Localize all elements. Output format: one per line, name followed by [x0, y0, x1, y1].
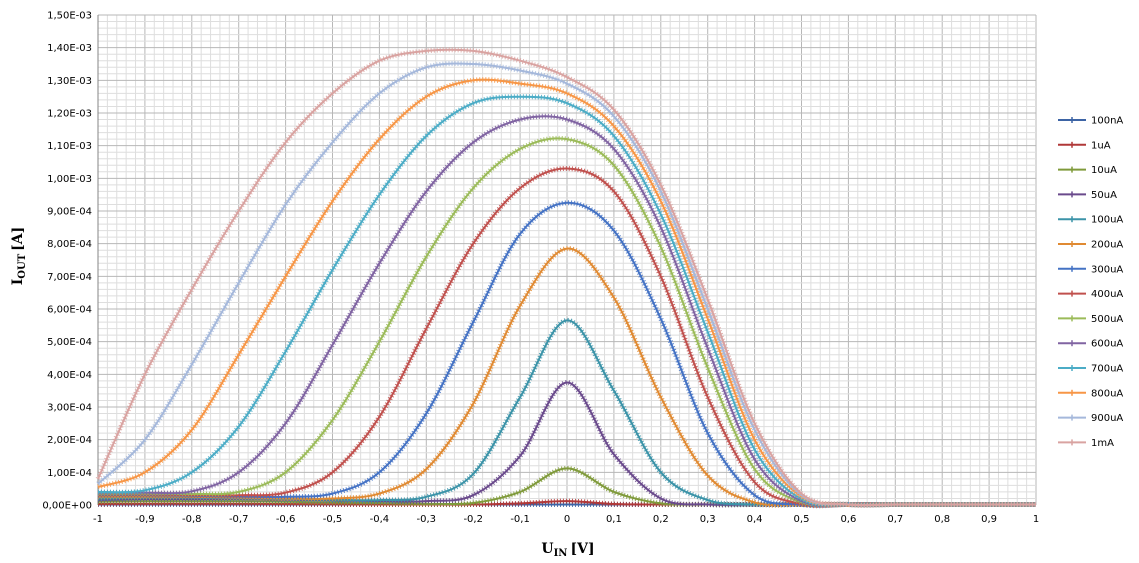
y-tick-label: 1,30E-03	[47, 76, 92, 87]
series-1mA	[95, 47, 1036, 508]
y-axis-title-unit: [A]	[10, 227, 26, 251]
legend-label: 300uA	[1091, 264, 1123, 275]
legend-label: 200uA	[1091, 240, 1123, 251]
legend-item-200uA: 200uA	[1058, 240, 1123, 251]
x-tick-label: 0,8	[934, 514, 950, 525]
legend-label: 100nA	[1091, 116, 1123, 127]
y-tick-label: 4,00E-04	[47, 370, 92, 381]
legend-label: 900uA	[1091, 413, 1123, 424]
legend-item-500uA: 500uA	[1058, 314, 1123, 325]
y-tick-label: 0,00E+00	[42, 501, 92, 512]
legend-label: 500uA	[1091, 314, 1123, 325]
y-axis-title: IOUT [A]	[10, 227, 28, 286]
legend-item-400uA: 400uA	[1058, 289, 1123, 300]
x-tick-label: -0,6	[276, 514, 296, 525]
x-tick-label: 0,4	[747, 514, 763, 525]
legend-label: 50uA	[1091, 190, 1117, 201]
x-tick-labels: -1 -0,9 -0,8 -0,7 -0,6 -0,5 -0,4 -0,3 -0,2 -0,1 0 0…	[93, 514, 1039, 525]
x-tick-label: -0,1	[510, 514, 530, 525]
legend-item-300uA: 300uA	[1058, 264, 1123, 275]
y-tick-labels: 0,00E+00 1,00E-04 2,00E-04 3,00E-04 4,00E-04…	[42, 11, 92, 512]
y-tick-label: 8,00E-04	[47, 239, 92, 250]
legend-label: 10uA	[1091, 165, 1117, 176]
x-axis-title: UIN [V]	[541, 541, 594, 559]
y-tick-label: 1,00E-03	[47, 174, 92, 185]
gridlines	[97, 14, 1037, 506]
legend-label: 700uA	[1091, 364, 1123, 375]
x-tick-label: -0,5	[323, 514, 343, 525]
x-tick-label: 0,6	[840, 514, 856, 525]
legend-label: 400uA	[1091, 289, 1123, 300]
legend-label: 800uA	[1091, 388, 1123, 399]
x-tick-label: -0,8	[182, 514, 202, 525]
legend-label: 100uA	[1091, 215, 1123, 226]
y-axis-title-main: I	[10, 279, 26, 286]
x-tick-label: -1	[93, 514, 103, 525]
y-tick-label: 1,20E-03	[47, 109, 92, 120]
x-tick-label: -0,7	[229, 514, 249, 525]
legend-item-1mA: 1mA	[1058, 438, 1114, 449]
x-tick-label: 0,5	[794, 514, 810, 525]
x-tick-label: 0	[564, 514, 570, 525]
legend-item-50uA: 50uA	[1058, 190, 1117, 201]
x-tick-label: -0,2	[463, 514, 483, 525]
legend-label: 600uA	[1091, 339, 1123, 350]
legend-item-10uA: 10uA	[1058, 165, 1117, 176]
legend-item-100uA: 100uA	[1058, 215, 1123, 226]
x-tick-label: 1	[1033, 514, 1039, 525]
y-tick-label: 3,00E-04	[47, 403, 92, 414]
x-tick-label: 0,7	[887, 514, 903, 525]
y-tick-label: 5,00E-04	[47, 337, 92, 348]
legend-item-900uA: 900uA	[1058, 413, 1123, 424]
legend-item-600uA: 600uA	[1058, 339, 1123, 350]
x-axis-title-sub: IN	[554, 548, 568, 559]
x-tick-label: -0,4	[370, 514, 390, 525]
x-tick-label: 0,2	[653, 514, 669, 525]
legend-label: 1uA	[1091, 140, 1111, 151]
x-tick-label: -0,3	[417, 514, 437, 525]
y-tick-label: 9,00E-04	[47, 207, 92, 218]
y-tick-label: 1,10E-03	[47, 141, 92, 152]
y-tick-label: 6,00E-04	[47, 305, 92, 316]
y-tick-label: 1,00E-04	[47, 468, 92, 479]
legend-item-100nA: 100nA	[1058, 116, 1123, 127]
legend-item-800uA: 800uA	[1058, 388, 1123, 399]
x-tick-label: 0,3	[700, 514, 716, 525]
x-axis-title-main: U	[541, 541, 553, 557]
x-tick-label: 0,9	[981, 514, 997, 525]
y-axis-title-sub: OUT	[17, 253, 28, 278]
x-tick-label: 0,1	[606, 514, 622, 525]
legend-item-700uA: 700uA	[1058, 364, 1123, 375]
legend-label: 1mA	[1091, 438, 1114, 449]
y-tick-label: 7,00E-04	[47, 272, 92, 283]
legend-item-1uA: 1uA	[1058, 140, 1111, 151]
x-tick-label: -0,9	[135, 514, 155, 525]
y-tick-label: 1,40E-03	[47, 43, 92, 54]
y-tick-label: 2,00E-04	[47, 435, 92, 446]
legend: 100nA 1uA 10uA 50uA 100uA 200uA 300uA 400uA 500u…	[1058, 116, 1123, 449]
series-line	[97, 48, 1036, 507]
y-tick-label: 1,50E-03	[47, 11, 92, 22]
x-axis-title-unit: [V]	[570, 541, 594, 557]
series-layer	[95, 47, 1036, 509]
